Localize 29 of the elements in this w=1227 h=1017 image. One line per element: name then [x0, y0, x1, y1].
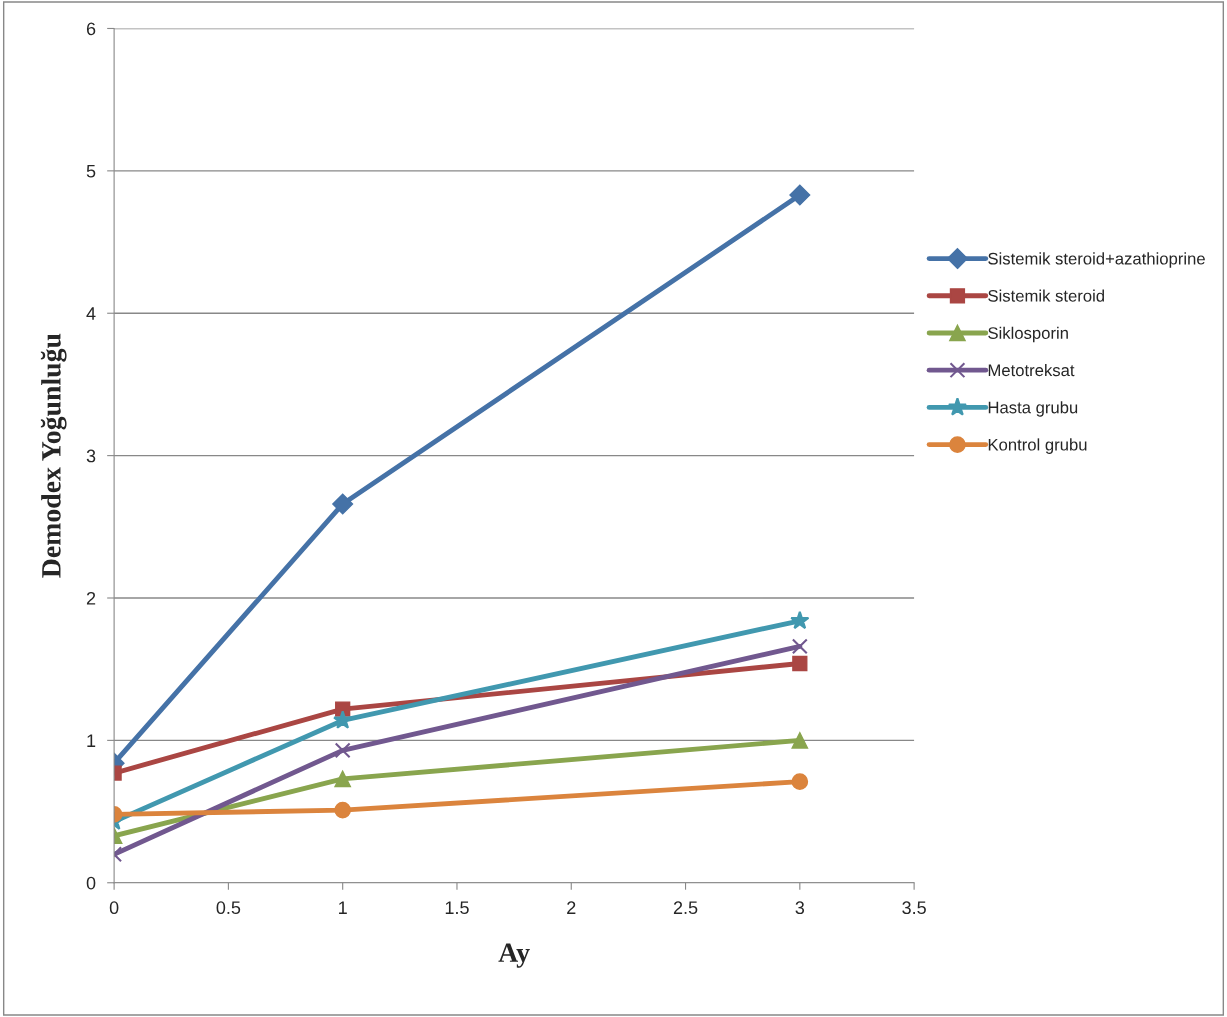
- x-tick-label: 1.5: [445, 901, 469, 915]
- y-tick-label: 0: [86, 876, 96, 890]
- legend-label: Sistemik steroid: [988, 289, 1104, 302]
- point: [789, 184, 811, 206]
- x-axis-title: Ay: [498, 943, 530, 968]
- y-tick-label: 3: [86, 449, 96, 463]
- legend-label: Siklosporin: [988, 326, 1068, 343]
- point: [791, 773, 809, 791]
- x-tick-label: 1: [339, 901, 347, 914]
- point: [791, 638, 808, 655]
- legend-label: Metotreksat: [988, 363, 1075, 377]
- x-tick-label: 3: [795, 901, 805, 915]
- y-axis-title: Demodex Yoğunluğu: [40, 333, 67, 578]
- x-tick-label: 0.5: [216, 901, 241, 915]
- point: [791, 732, 809, 749]
- y-tick-label: 1: [87, 734, 96, 747]
- point: [790, 610, 810, 630]
- point: [792, 655, 808, 672]
- x-tick-label: 2.5: [673, 901, 698, 915]
- x-tick-label: 2: [567, 901, 576, 914]
- legend-label: Hasta grubu: [988, 401, 1078, 417]
- y-tick-label: 4: [86, 307, 96, 320]
- y-tick-label: 5: [86, 164, 96, 178]
- x-tick-label: 3.5: [902, 901, 926, 915]
- x-tick-label: 0: [109, 901, 119, 915]
- y-tick-label: 2: [86, 591, 96, 605]
- legend-label: Sistemik steroid+azathioprine: [988, 252, 1205, 268]
- y-tick-label: 6: [86, 22, 96, 36]
- legend-label: Kontrol grubu: [988, 438, 1087, 454]
